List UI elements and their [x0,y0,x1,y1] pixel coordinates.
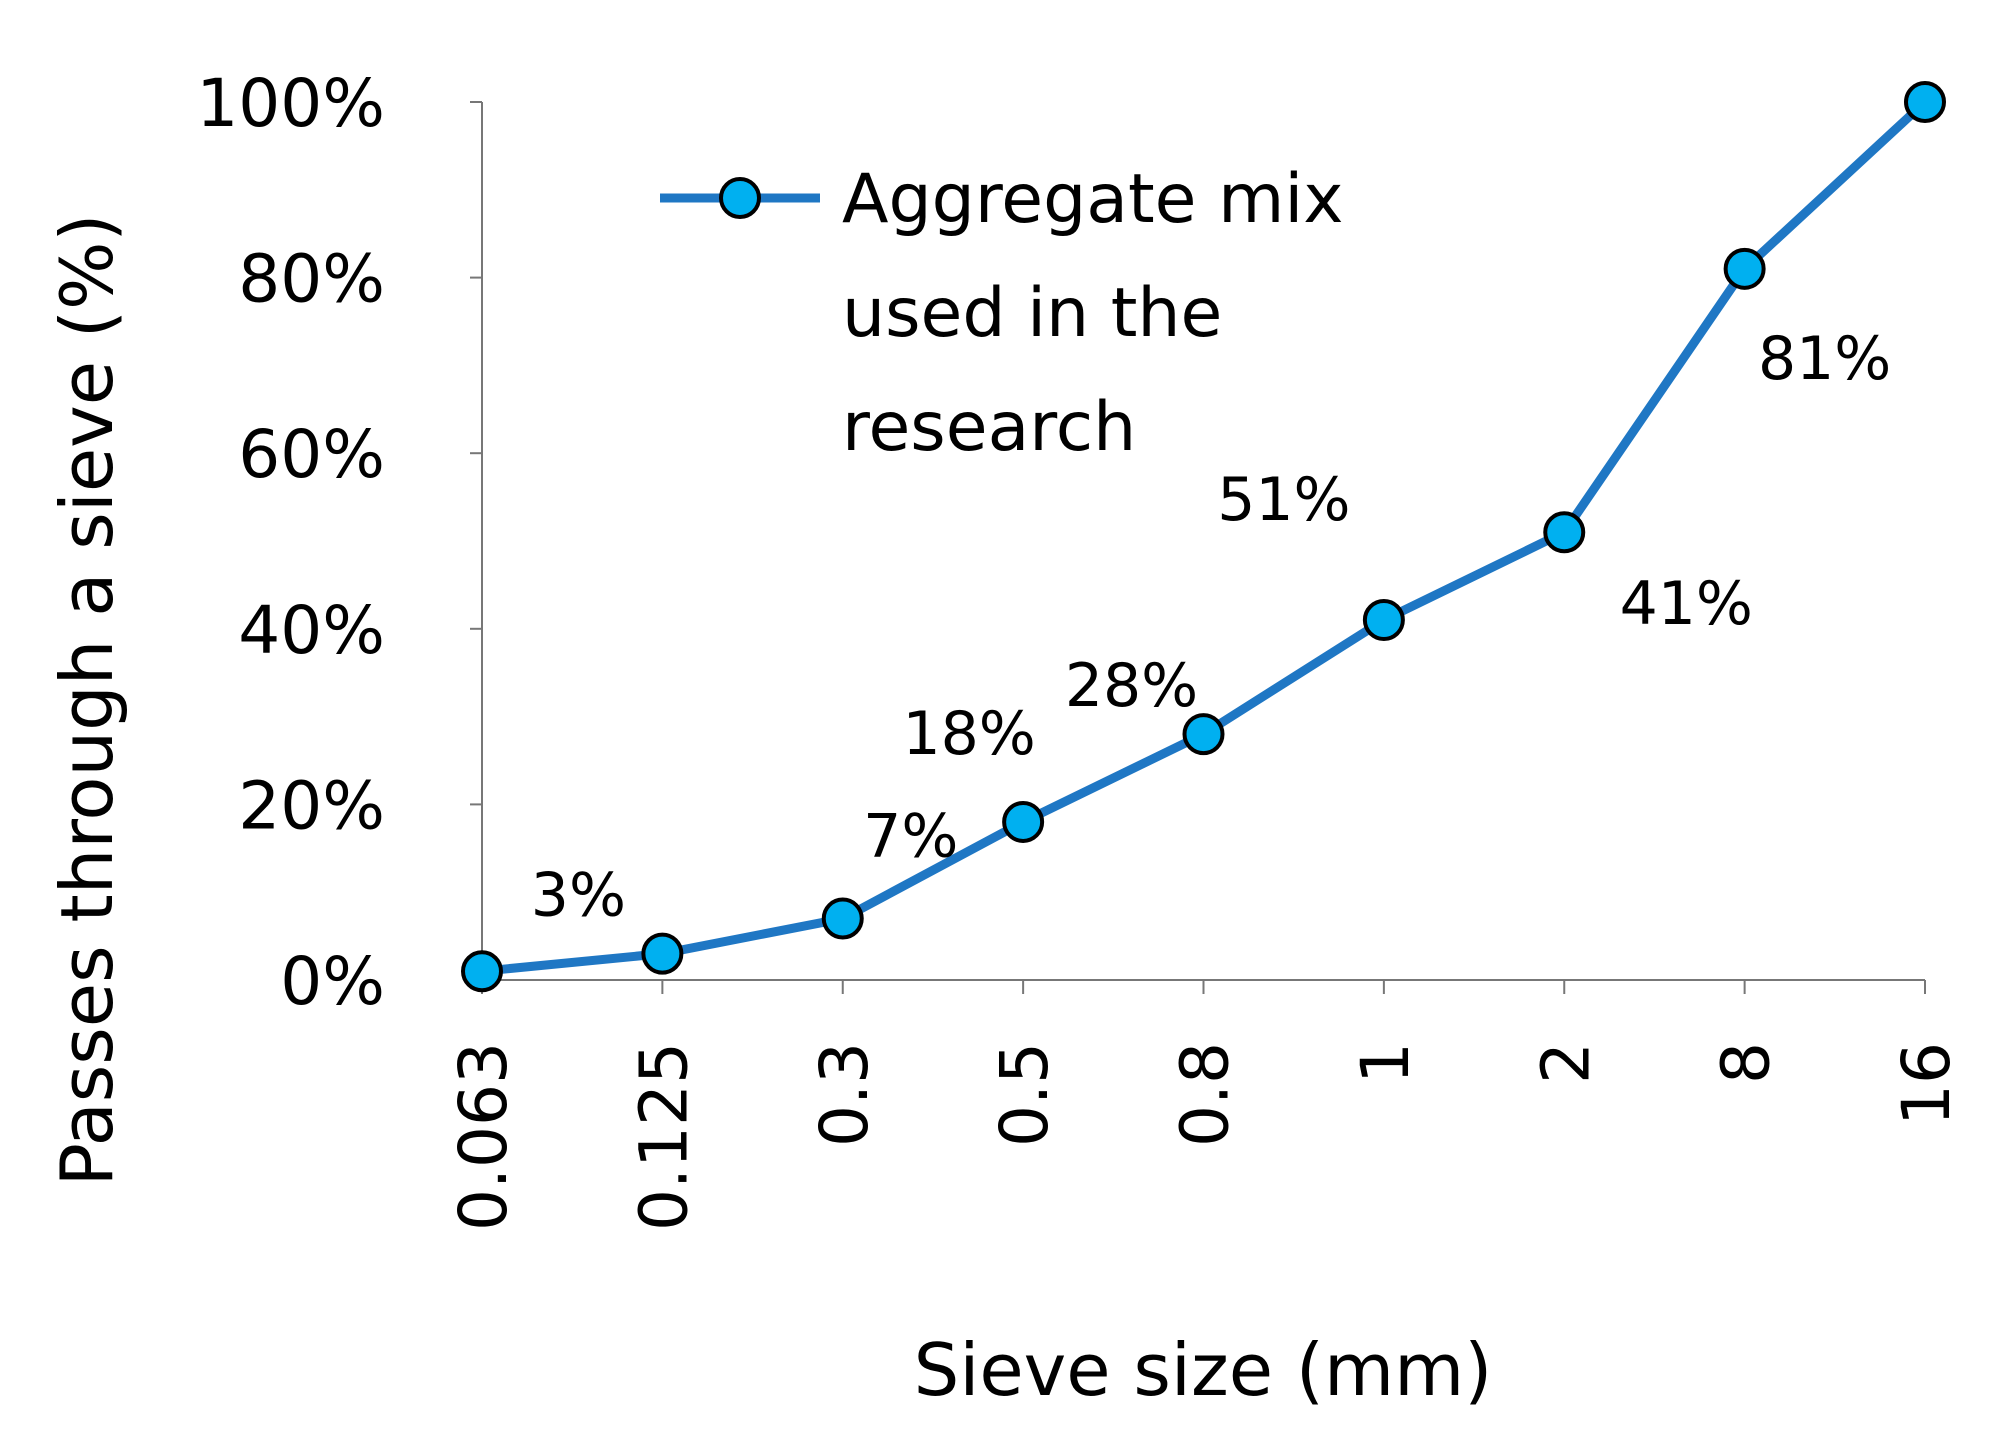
y-ticks: 0% 20% 40% 60% 80% 100% [196,65,482,1020]
data-label: 28% [1065,651,1198,721]
data-point [1904,81,1946,123]
x-tick-label: 0.5 [986,1042,1063,1147]
data-point [1723,247,1766,290]
x-tick-label: 0.063 [445,1042,522,1231]
x-tick-label: 0.3 [806,1042,883,1147]
y-tick-label: 60% [238,416,385,493]
y-tick-label: 0% [280,943,385,1020]
x-axis-title: Sieve size (mm) [914,1328,1493,1412]
data-point [1362,599,1405,642]
y-tick-label: 20% [238,767,385,844]
y-tick-label: 40% [238,592,385,669]
data-label: 41% [1620,569,1753,639]
data-point [821,897,864,940]
data-label: 7% [863,802,958,872]
x-tick-label: 0.8 [1167,1042,1244,1147]
x-tick-label: 1 [1347,1042,1424,1084]
data-point [1543,511,1586,554]
x-tick-label: 0.125 [625,1042,702,1231]
series-layer [461,81,1946,993]
data-point [641,932,684,975]
y-tick-label: 100% [196,65,385,142]
y-tick-label: 80% [238,241,385,318]
data-labels: 3% 7% 18% 28% 51% 41% 81% [531,324,1892,931]
data-point [1182,713,1225,756]
data-label: 18% [902,699,1035,769]
legend-label: Aggregate mix used in the research [842,160,1343,467]
legend: Aggregate mix used in the research [660,160,1343,467]
data-point [461,950,503,993]
data-label: 51% [1217,465,1350,535]
data-label: 81% [1758,324,1891,394]
legend-marker-swatch [719,177,761,219]
x-tick-label: 2 [1527,1042,1604,1084]
data-point [1002,800,1045,843]
x-tick-label: 16 [1888,1042,1965,1126]
x-ticks: 0.063 0.125 0.3 0.5 0.8 1 2 8 16 [445,980,1965,1231]
x-tick-label: 8 [1708,1042,1785,1084]
y-axis-title: Passes through a sieve (%) [45,213,129,1186]
data-label: 3% [531,861,626,931]
